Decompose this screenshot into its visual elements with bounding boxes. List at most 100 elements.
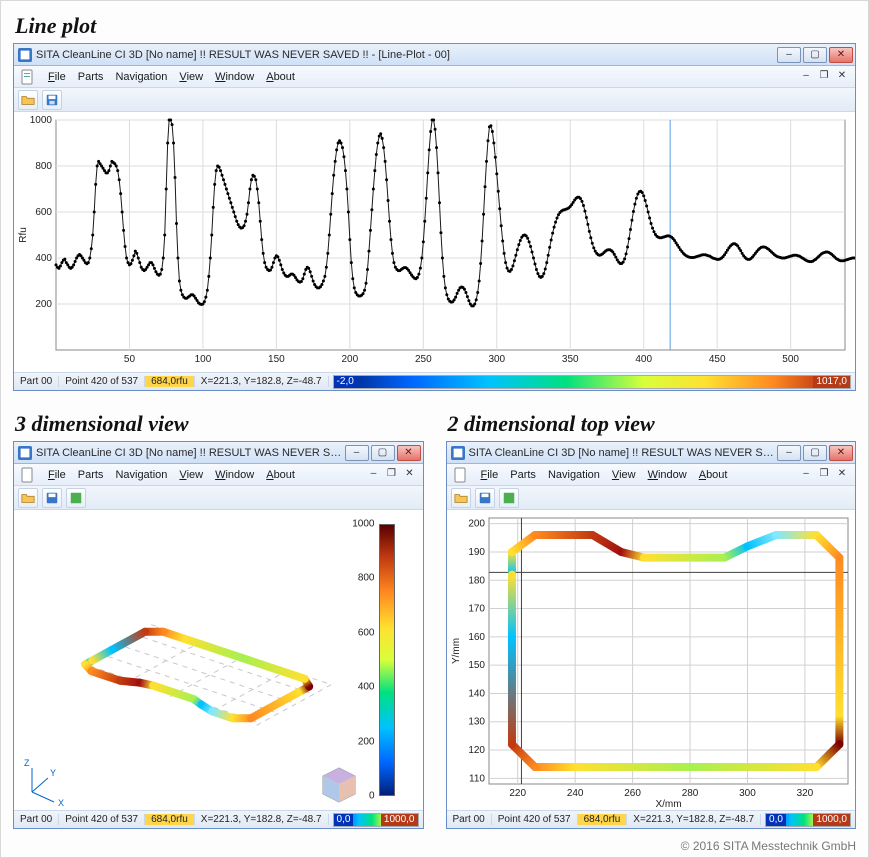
app-icon [18, 446, 32, 460]
close-button[interactable]: ✕ [829, 445, 853, 461]
open-button[interactable] [451, 488, 471, 508]
save-button[interactable] [42, 488, 62, 508]
menu-file[interactable]: File [48, 469, 66, 481]
close-button[interactable]: ✕ [829, 47, 853, 63]
mdi-restore[interactable]: ❐ [817, 71, 831, 83]
colormap-min: -2,0 [334, 376, 357, 388]
mdi-minimize[interactable]: – [799, 71, 813, 83]
open-button[interactable] [18, 90, 38, 110]
menu-file[interactable]: File [48, 71, 66, 83]
mdi-restore[interactable]: ❐ [817, 469, 831, 481]
svg-text:260: 260 [624, 788, 641, 799]
statusbar: Part 00 Point 420 of 537 684,0rfu X=221.… [447, 810, 856, 828]
svg-text:450: 450 [709, 354, 726, 365]
menu-parts[interactable]: Parts [510, 469, 536, 481]
svg-text:1000: 1000 [30, 115, 53, 126]
svg-text:300: 300 [488, 354, 505, 365]
mdi-minimize[interactable]: – [367, 469, 381, 481]
minimize-button[interactable]: – [345, 445, 369, 461]
status-coords: X=221.3, Y=182.8, Z=-48.7 [195, 376, 329, 387]
menu-window[interactable]: Window [215, 71, 254, 83]
titlebar[interactable]: SITA CleanLine CI 3D [No name] !! RESULT… [447, 442, 856, 464]
statusbar: Part 00 Point 420 of 537 684,0rfu X=221.… [14, 372, 855, 390]
folder-open-icon [454, 491, 468, 505]
minimize-button[interactable]: – [777, 47, 801, 63]
svg-text:120: 120 [468, 745, 485, 756]
menu-view[interactable]: View [612, 469, 636, 481]
save-button[interactable] [42, 90, 62, 110]
colormap-min: 0,0 [334, 814, 354, 826]
doc-icon [20, 69, 36, 85]
chart-2d[interactable]: 1101201301401501601701801902002202402602… [447, 510, 856, 810]
svg-text:Y: Y [50, 768, 56, 778]
mdi-restore[interactable]: ❐ [385, 469, 399, 481]
status-point: Point 420 of 537 [59, 376, 145, 387]
doc-icon [453, 467, 469, 483]
svg-text:Rfu: Rfu [18, 227, 29, 243]
export-button[interactable] [499, 488, 519, 508]
save-icon [45, 491, 59, 505]
status-rfu: 684,0rfu [578, 814, 628, 825]
menu-navigation[interactable]: Navigation [115, 469, 167, 481]
svg-text:200: 200 [35, 299, 52, 310]
colormap-min: 0,0 [766, 814, 786, 826]
status-point: Point 420 of 537 [59, 814, 145, 825]
window-title: SITA CleanLine CI 3D [No name] !! RESULT… [36, 447, 345, 459]
panel-heading-line: Line plot [15, 13, 856, 39]
svg-text:500: 500 [782, 354, 799, 365]
line-chart[interactable]: 2004006008001000501001502002503003504004… [14, 112, 855, 372]
svg-text:150: 150 [268, 354, 285, 365]
mdi-close[interactable]: ✕ [835, 71, 849, 83]
menu-file[interactable]: File [481, 469, 499, 481]
svg-text:100: 100 [195, 354, 212, 365]
save-button[interactable] [475, 488, 495, 508]
mdi-minimize[interactable]: – [799, 469, 813, 481]
menu-parts[interactable]: Parts [78, 469, 104, 481]
export-button[interactable] [66, 488, 86, 508]
colormap-max: 1000,0 [813, 814, 850, 826]
window-title: SITA CleanLine CI 3D [No name] !! RESULT… [469, 447, 778, 459]
status-part: Part 00 [447, 814, 492, 825]
minimize-button[interactable]: – [777, 445, 801, 461]
menu-navigation[interactable]: Navigation [548, 469, 600, 481]
titlebar[interactable]: SITA CleanLine CI 3D [No name] !! RESULT… [14, 44, 855, 66]
svg-text:320: 320 [796, 788, 813, 799]
svg-text:110: 110 [469, 773, 485, 784]
menu-view[interactable]: View [179, 469, 203, 481]
panel-heading-3d: 3 dimensional view [15, 411, 424, 437]
svg-text:140: 140 [468, 688, 485, 699]
svg-text:180: 180 [468, 575, 485, 586]
export-icon [502, 491, 516, 505]
toolbar [14, 88, 855, 112]
svg-text:Z: Z [24, 758, 30, 768]
status-part: Part 00 [14, 814, 59, 825]
menu-about[interactable]: About [699, 469, 728, 481]
mdi-close[interactable]: ✕ [403, 469, 417, 481]
maximize-button[interactable]: ▢ [803, 47, 827, 63]
maximize-button[interactable]: ▢ [803, 445, 827, 461]
svg-text:160: 160 [468, 632, 485, 643]
close-button[interactable]: ✕ [397, 445, 421, 461]
menu-about[interactable]: About [266, 469, 295, 481]
svg-text:Y/mm: Y/mm [451, 638, 462, 664]
maximize-button[interactable]: ▢ [371, 445, 395, 461]
menu-parts[interactable]: Parts [78, 71, 104, 83]
menu-navigation[interactable]: Navigation [115, 71, 167, 83]
svg-text:X/mm: X/mm [655, 799, 681, 810]
svg-text:220: 220 [509, 788, 526, 799]
chart-3d[interactable]: XYZ02004006008001000 [14, 510, 423, 810]
colormap-max: 1000,0 [381, 814, 418, 826]
toolbar [447, 486, 856, 510]
menu-view[interactable]: View [179, 71, 203, 83]
titlebar[interactable]: SITA CleanLine CI 3D [No name] !! RESULT… [14, 442, 423, 464]
mdi-close[interactable]: ✕ [835, 469, 849, 481]
doc-icon [20, 467, 36, 483]
svg-text:200: 200 [468, 519, 485, 530]
open-button[interactable] [18, 488, 38, 508]
svg-text:250: 250 [415, 354, 432, 365]
menu-about[interactable]: About [266, 71, 295, 83]
menu-window[interactable]: Window [215, 469, 254, 481]
svg-text:400: 400 [35, 253, 52, 264]
menu-window[interactable]: Window [648, 469, 687, 481]
menubar: File Parts Navigation View Window About … [14, 464, 423, 486]
